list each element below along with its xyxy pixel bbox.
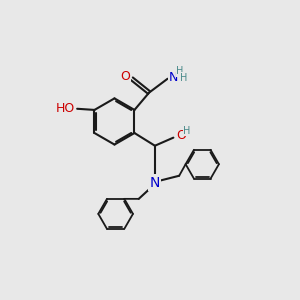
- Text: N: N: [150, 176, 160, 190]
- Text: H: H: [180, 73, 188, 82]
- Text: O: O: [176, 129, 186, 142]
- Text: O: O: [120, 70, 130, 83]
- Text: H: H: [176, 66, 184, 76]
- Text: N: N: [169, 71, 178, 84]
- Text: H: H: [183, 126, 190, 136]
- Text: HO: HO: [56, 102, 75, 115]
